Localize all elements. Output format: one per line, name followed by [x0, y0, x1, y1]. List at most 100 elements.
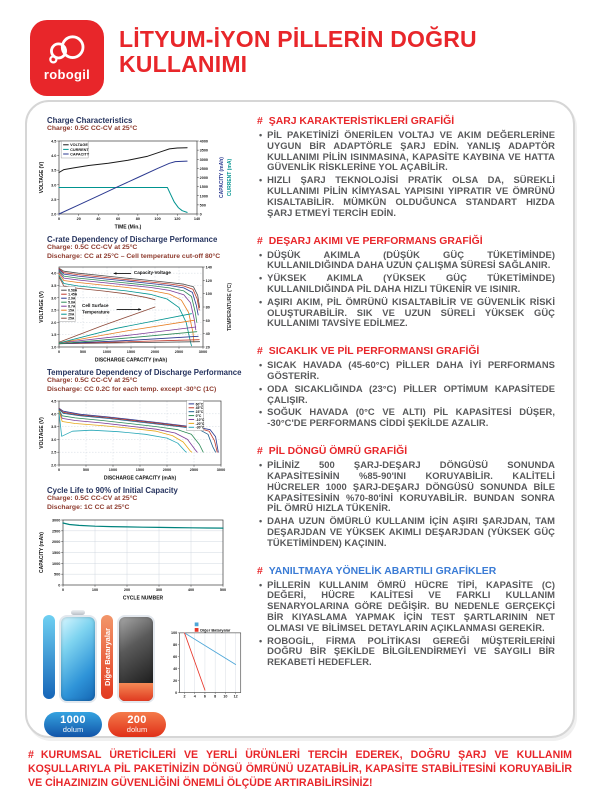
hash-prefix: #: [257, 446, 263, 458]
svg-text:120: 120: [174, 217, 180, 221]
badge-value: 200: [127, 714, 147, 727]
badge-200-dolum: 200 dolum: [108, 711, 166, 737]
page-title: LİTYUM-İYON PİLLERİN DOĞRU KULLANIMI: [119, 27, 477, 76]
badge-value: 1000: [60, 714, 86, 727]
svg-text:2500: 2500: [52, 529, 60, 533]
chart-title: Cycle Life to 90% of Initial Capacity: [47, 486, 178, 496]
robogil-battery-icon: [59, 614, 97, 703]
svg-text:2.0: 2.0: [51, 321, 56, 325]
bullet-dot: •: [259, 296, 263, 307]
chart-subtitle: Charge: 0.5C CC-CV at 25°C: [47, 377, 138, 385]
section-heading: # PİL DÖNGÜ ÖMRÜ GRAFİĞİ: [257, 446, 555, 457]
svg-text:VOLTAGE: VOLTAGE: [70, 143, 88, 147]
svg-text:DISCHARGE CAPACITY (mAh): DISCHARGE CAPACITY (mAh): [104, 476, 177, 482]
section-title: YANILTMAYA YÖNELİK ABARTILI GRAFİKLER: [268, 565, 497, 577]
temperature-discharge-chart: 0 500 1000 1500 2000 2500 3000 2.0 2.5 3.0 3.5 4.0 4…: [39, 400, 225, 482]
svg-text:TEMPERATURE (°C): TEMPERATURE (°C): [227, 283, 233, 331]
svg-text:80: 80: [206, 306, 210, 310]
svg-text:4.5: 4.5: [51, 139, 56, 143]
section-sarj-karakteristikleri: # ŞARJ KARAKTERİSTİKLERİ GRAFİĞİ • PİL P…: [257, 116, 555, 221]
section-sicaklik-performans: # SICAKLIK VE PİL PERFORMANSI GRAFİĞİ • …: [257, 346, 555, 431]
svg-text:2000: 2000: [52, 540, 60, 544]
svg-text:DISCHARGE CAPACITY (mAh): DISCHARGE CAPACITY (mAh): [95, 358, 168, 364]
robogil-logo-icon: [49, 35, 85, 64]
svg-text:0.58A: 0.58A: [68, 289, 78, 293]
bullet-item: • DÜŞÜK AKIMLA (DÜŞÜK GÜÇ TÜKETİMİNDE) K…: [259, 248, 555, 271]
svg-text:60: 60: [173, 655, 177, 659]
svg-text:TIME (Min.): TIME (Min.): [115, 224, 142, 230]
section-title: PİL DÖNGÜ ÖMRÜ GRAFİĞİ: [268, 446, 408, 458]
svg-text:Cell Surface: Cell Surface: [82, 303, 109, 308]
crate-discharge-chart: 0 500 1000 1500 2000 2500 3000 1.0 1.5 2.0 2.5 3.0 3…: [39, 266, 233, 364]
section-heading: # DEŞARJ AKIMI VE PERFORMANS GRAFİĞİ: [257, 236, 555, 247]
svg-text:23°C: 23°C: [196, 410, 204, 414]
chart-block-crate-discharge: C-rate Dependency of Discharge Performan…: [37, 235, 245, 364]
battery-comparison-mini-chart: 2 4 6 8 10 12 0 20 40 60 80 100 Diğer Bataryalar: [171, 622, 242, 698]
svg-text:60: 60: [206, 319, 210, 323]
svg-text:500: 500: [80, 350, 86, 354]
svg-text:0°C: 0°C: [196, 414, 202, 418]
svg-text:CAPACITY (mAh): CAPACITY (mAh): [39, 532, 45, 573]
svg-text:CURRENT: CURRENT: [70, 148, 89, 152]
svg-text:5.8A: 5.8A: [68, 301, 76, 305]
text-column: # ŞARJ KARAKTERİSTİKLERİ GRAFİĞİ • PİL P…: [245, 112, 565, 728]
svg-text:20: 20: [173, 679, 177, 683]
chart-subtitle: Discharge: CC at 25°C – Cell temperature…: [47, 252, 221, 260]
svg-text:100: 100: [171, 631, 177, 635]
svg-text:2.5: 2.5: [51, 309, 56, 313]
svg-text:100: 100: [92, 588, 98, 592]
svg-text:CYCLE NUMBER: CYCLE NUMBER: [123, 595, 164, 601]
svg-text:4.0: 4.0: [51, 272, 56, 276]
bullet-dot: •: [259, 273, 263, 284]
svg-text:3500: 3500: [200, 148, 208, 152]
svg-text:80: 80: [173, 643, 177, 647]
svg-text:2500: 2500: [200, 167, 208, 171]
svg-text:1000: 1000: [109, 468, 117, 472]
bullet-item: • PİLLERİN KULLANIM ÖMRÜ HÜCRE TİPİ, KAP…: [259, 578, 555, 633]
svg-text:1500: 1500: [127, 350, 135, 354]
blue-strip: [43, 614, 55, 699]
bullet-dot: •: [259, 360, 263, 371]
svg-text:1000: 1000: [52, 562, 60, 566]
svg-text:60°C: 60°C: [196, 402, 204, 406]
svg-text:0: 0: [175, 691, 177, 695]
svg-text:3.5: 3.5: [51, 284, 56, 288]
svg-text:2.0: 2.0: [51, 212, 56, 216]
svg-text:0: 0: [58, 583, 60, 587]
svg-text:500: 500: [54, 572, 60, 576]
cycle-life-chart: 0 100 200 300 400 500 0 500 1000 1500 2000 2500 3000…: [39, 518, 226, 601]
svg-text:1.45A: 1.45A: [68, 293, 78, 297]
bullet-item: • DAHA UZUN ÖMÜRLÜ KULLANIM İÇİN AŞIRI Ş…: [259, 515, 555, 548]
page-header: robogil LİTYUM-İYON PİLLERİN DOĞRU KULLA…: [0, 0, 600, 96]
svg-text:1000: 1000: [200, 194, 208, 198]
svg-text:-30°C: -30°C: [196, 426, 205, 430]
chart-title: C-rate Dependency of Discharge Performan…: [47, 234, 218, 244]
bullet-item: • SICAK HAVADA (45-60°C) PİLLER DAHA İYİ…: [259, 359, 555, 381]
badge-unit: dolum: [126, 725, 148, 735]
section-desarj-akimi: # DEŞARJ AKIMI VE PERFORMANS GRAFİĞİ • D…: [257, 236, 555, 332]
page-title-line2: KULLANIMI: [119, 50, 248, 77]
section-title: DEŞARJ AKIMI VE PERFORMANS GRAFİĞİ: [268, 235, 483, 247]
bullet-item: • PİLİNİZ 500 ŞARJ-DEŞARJ DÖNGÜSÜ SONUND…: [259, 459, 555, 514]
chart-block-cycle-life: Cycle Life to 90% of Initial Capacity Ch…: [37, 486, 245, 601]
svg-text:140: 140: [206, 266, 212, 270]
badge-unit: dolum: [62, 725, 84, 735]
bullet-dot: •: [259, 407, 263, 418]
svg-text:2.5: 2.5: [51, 451, 56, 455]
bullet-dot: •: [259, 175, 263, 186]
svg-text:40: 40: [173, 667, 177, 671]
svg-text:Temperature: Temperature: [82, 310, 110, 315]
battery-row: Diğer Bataryalar: [43, 611, 166, 703]
chart-subtitle: Discharge: 1C CC at 25°C: [47, 503, 130, 511]
svg-text:3.5: 3.5: [51, 425, 56, 429]
chart-title: Charge Characteristics: [47, 116, 133, 125]
logo-text: robogil: [43, 67, 91, 82]
svg-text:100: 100: [206, 293, 212, 297]
svg-text:12: 12: [234, 694, 238, 698]
svg-text:140: 140: [194, 217, 200, 221]
low-charge-fill: [119, 683, 153, 701]
svg-text:4.0: 4.0: [51, 412, 56, 416]
svg-text:8.7A: 8.7A: [68, 305, 76, 309]
svg-text:120: 120: [206, 279, 212, 283]
section-heading: # SICAKLIK VE PİL PERFORMANSI GRAFİĞİ: [257, 346, 555, 357]
